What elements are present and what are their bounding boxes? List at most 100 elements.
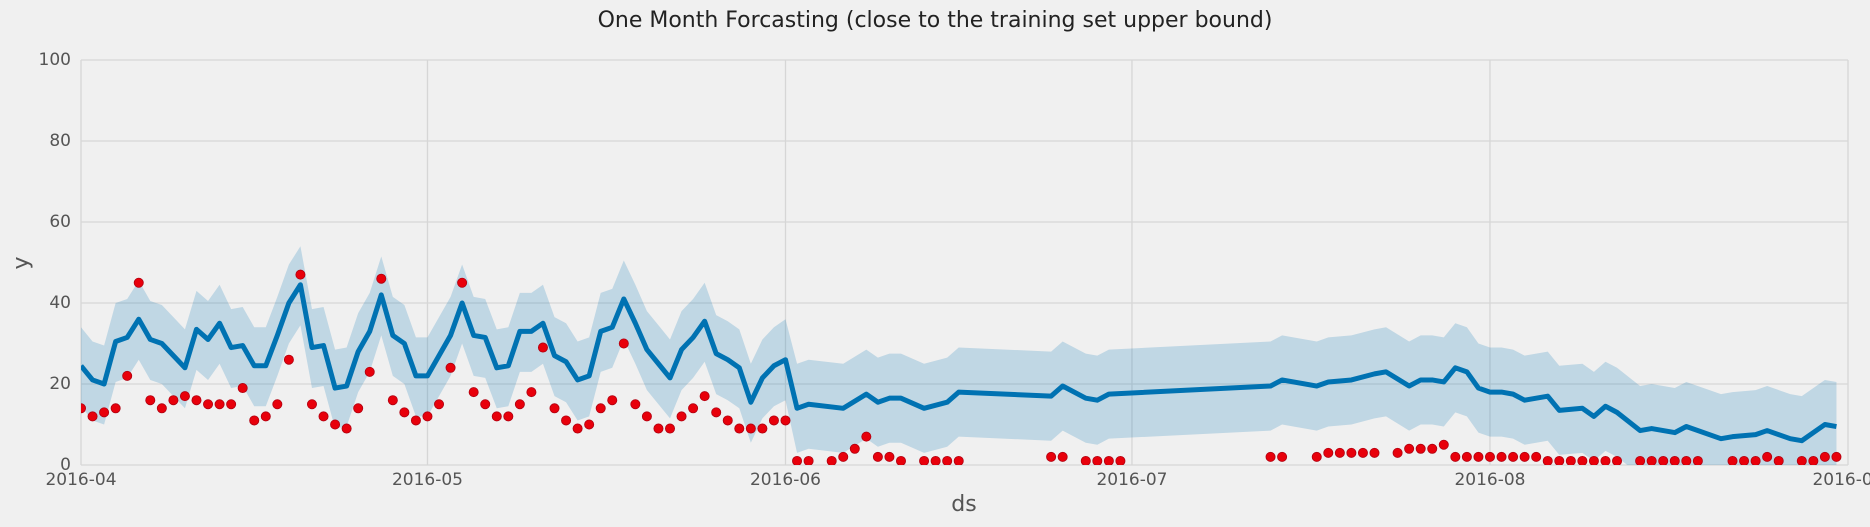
observed-point <box>364 366 375 377</box>
observed-point <box>1681 455 1692 465</box>
observed-point <box>1473 451 1484 462</box>
y-tick-label: 100 <box>39 50 71 70</box>
observed-point <box>1115 455 1126 465</box>
observed-point <box>861 431 872 442</box>
observed-point <box>1346 447 1357 458</box>
observed-point <box>792 455 803 465</box>
x-tick-label: 2016-04 <box>45 470 116 490</box>
observed-point <box>87 411 98 422</box>
observed-point <box>722 415 733 426</box>
observed-point <box>630 399 641 410</box>
observed-point <box>272 399 283 410</box>
observed-point <box>1773 455 1784 465</box>
observed-point <box>283 354 294 365</box>
observed-point <box>249 415 260 426</box>
observed-point <box>895 455 906 465</box>
observed-point <box>1600 455 1611 465</box>
observed-point <box>1692 455 1703 465</box>
observed-point <box>1635 455 1646 465</box>
observed-point <box>1727 455 1738 465</box>
observed-point <box>399 407 410 418</box>
observed-point <box>1508 451 1519 462</box>
observed-point <box>1092 455 1103 465</box>
observed-point <box>1577 455 1588 465</box>
grid <box>80 59 1849 466</box>
observed-point <box>1612 455 1623 465</box>
observed-point <box>676 411 687 422</box>
observed-point <box>1265 451 1276 462</box>
observed-point <box>768 415 779 426</box>
chart-title: One Month Forcasting (close to the train… <box>598 8 1273 33</box>
observed-point <box>1588 455 1599 465</box>
observed-point <box>641 411 652 422</box>
observed-point <box>1496 451 1507 462</box>
observed-point <box>1057 451 1068 462</box>
observed-point <box>330 419 341 430</box>
observed-point <box>1531 451 1542 462</box>
observed-point <box>341 423 352 434</box>
observed-point <box>884 451 895 462</box>
observed-point <box>145 395 156 406</box>
observed-point <box>1334 447 1345 458</box>
y-tick-label: 60 <box>49 212 71 232</box>
x-tick-label: 2016-07 <box>1096 470 1167 490</box>
observed-point <box>387 395 398 406</box>
observed-point <box>1080 455 1091 465</box>
observed-point <box>549 403 560 414</box>
observed-point <box>1542 455 1553 465</box>
observed-point <box>1046 451 1057 462</box>
observed-point <box>584 419 595 430</box>
observed-point <box>480 399 491 410</box>
observed-point <box>757 423 768 434</box>
observed-point <box>156 403 167 414</box>
observed-point <box>1415 443 1426 454</box>
observed-point <box>191 395 202 406</box>
observed-point <box>1427 443 1438 454</box>
observed-point <box>688 403 699 414</box>
uncertainty-band <box>81 246 1837 465</box>
observed-point <box>1669 455 1680 465</box>
observed-point <box>1554 455 1565 465</box>
observed-point <box>237 383 248 394</box>
observed-point <box>526 387 537 398</box>
observed-point <box>353 403 364 414</box>
observed-point <box>260 411 271 422</box>
observed-point <box>699 391 710 402</box>
observed-point <box>1819 451 1830 462</box>
y-tick-label: 0 <box>60 455 71 475</box>
observed-point <box>1739 455 1750 465</box>
observed-point <box>1461 451 1472 462</box>
observed-point <box>665 423 676 434</box>
observed-point <box>1369 447 1380 458</box>
observed-point <box>1450 451 1461 462</box>
observed-point <box>306 399 317 410</box>
observed-point <box>203 399 214 410</box>
plot-area <box>81 246 1842 465</box>
observed-point <box>607 395 618 406</box>
observed-point <box>734 423 745 434</box>
observed-point <box>711 407 722 418</box>
labels: One Month Forcasting (close to the train… <box>9 8 1870 517</box>
x-tick-label: 2016-08 <box>1454 470 1525 490</box>
observed-point <box>826 455 837 465</box>
observed-point <box>1808 455 1819 465</box>
observed-point <box>1658 455 1669 465</box>
observed-point <box>457 277 468 288</box>
observed-point <box>122 370 133 381</box>
observed-point <box>514 399 525 410</box>
observed-point <box>214 399 225 410</box>
observed-point <box>595 403 606 414</box>
observed-point <box>803 455 814 465</box>
y-tick-label: 40 <box>49 293 71 313</box>
observed-point <box>226 399 237 410</box>
observed-point <box>99 407 110 418</box>
observed-point <box>110 403 121 414</box>
observed-point <box>1519 451 1530 462</box>
observed-point <box>133 277 144 288</box>
observed-point <box>1484 451 1495 462</box>
forecast-line <box>81 282 1837 444</box>
observed-point <box>491 411 502 422</box>
observed-point <box>1565 455 1576 465</box>
observed-point <box>1311 451 1322 462</box>
